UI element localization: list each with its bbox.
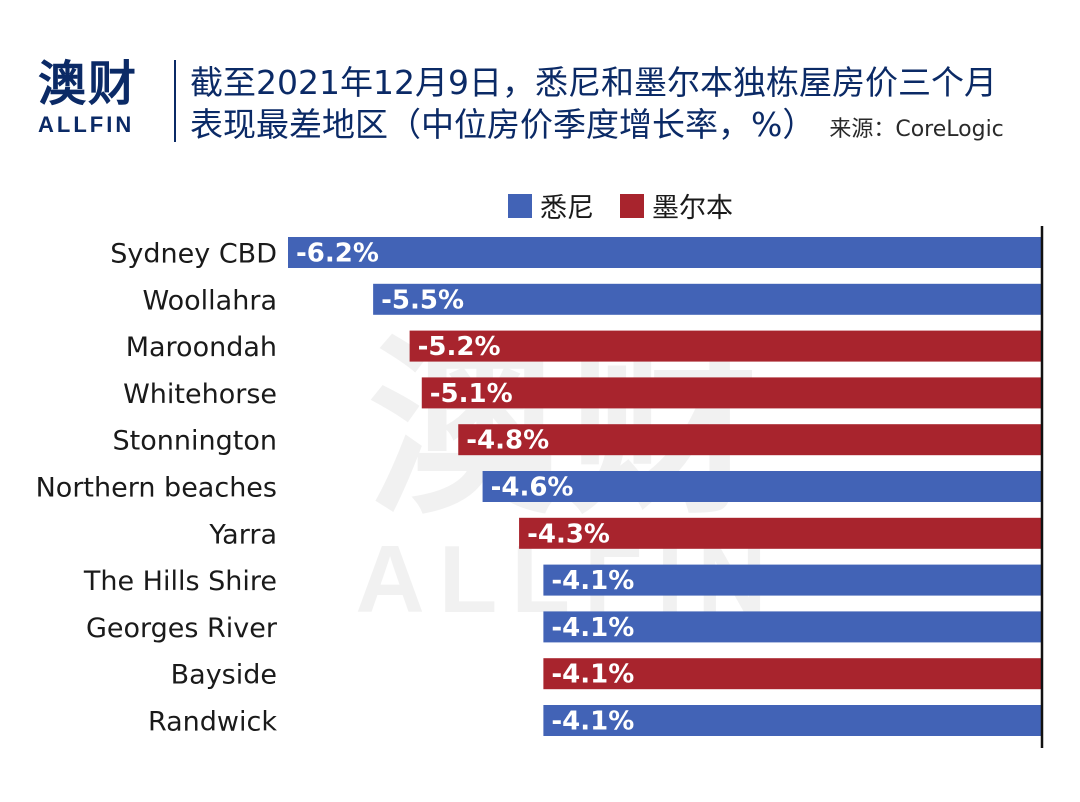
logo-english: ALLFIN [38, 112, 135, 137]
bar [288, 237, 1042, 268]
bar [458, 424, 1042, 456]
category-label: Northern beaches [36, 473, 277, 504]
category-label: Bayside [171, 660, 277, 691]
legend-label-melbourne: 墨尔本 [652, 193, 733, 224]
source-note: 来源：CoreLogic [829, 117, 1004, 142]
category-label: Randwick [148, 707, 277, 738]
bar [543, 705, 1042, 736]
category-label: Woollahra [143, 285, 277, 316]
value-label: -4.1% [551, 566, 634, 596]
value-label: -4.6% [491, 473, 574, 503]
legend-item-melbourne: 墨尔本 [620, 186, 733, 225]
category-label: Stonnington [113, 426, 277, 457]
title-line-1: 截至2021年12月9日，悉尼和墨尔本独栋屋房价三个月 [190, 63, 997, 102]
value-label: -5.5% [381, 285, 464, 315]
header-divider [174, 60, 176, 142]
category-label: Whitehorse [123, 379, 277, 410]
value-label: -4.1% [551, 707, 634, 737]
bar [543, 564, 1042, 596]
bar [482, 471, 1042, 502]
category-label: Sydney CBD [110, 239, 277, 270]
logo-chinese: 澳财 [38, 56, 139, 112]
bar [543, 611, 1042, 643]
value-label: -5.2% [418, 332, 501, 362]
value-label: -4.1% [551, 660, 634, 690]
bar [409, 330, 1042, 362]
value-label: -4.8% [466, 426, 549, 456]
bar [373, 283, 1042, 315]
bar [421, 377, 1043, 409]
value-label: -6.2% [296, 239, 379, 269]
category-label: Yarra [208, 519, 277, 550]
bar [543, 658, 1042, 690]
logo: 澳财 ALLFIN [38, 56, 156, 138]
category-label: The Hills Shire [83, 566, 277, 597]
title-line-2: 表现最差地区（中位房价季度增长率，%） 来源：CoreLogic [190, 104, 1070, 151]
category-label: Georges River [86, 613, 278, 644]
value-label: -4.1% [551, 613, 634, 643]
legend-item-sydney: 悉尼 [508, 186, 594, 225]
value-label: -4.3% [527, 519, 610, 549]
legend-label-sydney: 悉尼 [540, 193, 594, 224]
title-line-2-text: 表现最差地区（中位房价季度增长率，%） [190, 105, 816, 144]
legend-swatch-sydney [508, 193, 532, 218]
legend: 悉尼 墨尔本 [508, 186, 759, 225]
bar [519, 517, 1042, 549]
value-label: -5.1% [430, 379, 513, 409]
chart-title: 截至2021年12月9日，悉尼和墨尔本独栋屋房价三个月 表现最差地区（中位房价季… [190, 62, 1070, 151]
category-label: Maroondah [126, 332, 277, 363]
legend-swatch-melbourne [620, 193, 644, 218]
